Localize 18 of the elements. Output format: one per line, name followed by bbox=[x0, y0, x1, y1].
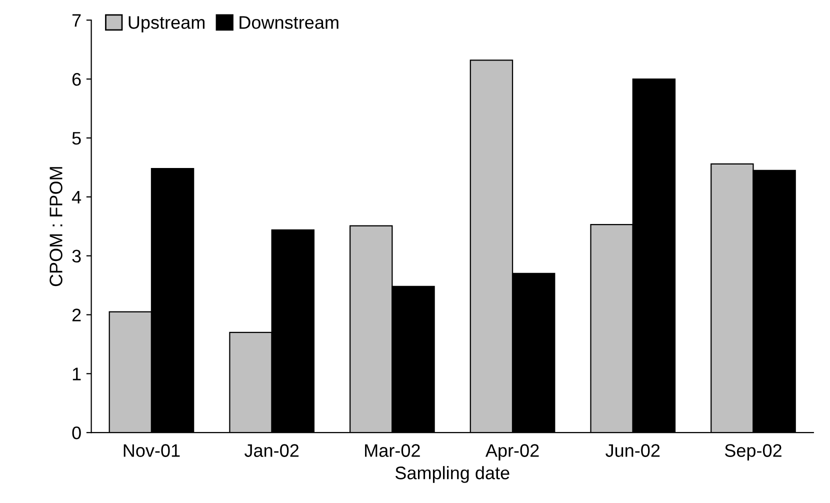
x-tick-label: Apr-02 bbox=[485, 444, 539, 461]
y-tick-label: 6 bbox=[72, 72, 81, 86]
y-tick-label: 3 bbox=[72, 250, 81, 263]
legend-label: Downstream bbox=[240, 16, 338, 29]
y-tick-label: 7 bbox=[72, 14, 81, 27]
x-tick-label: Jun-02 bbox=[606, 444, 660, 457]
x-tick-label: Sep-02 bbox=[724, 444, 782, 461]
y-axis-title: CPOM : FPOM bbox=[50, 167, 62, 286]
y-tick-label: 0 bbox=[72, 426, 81, 440]
x-tick-label: Jan-02 bbox=[244, 444, 299, 457]
x-axis-title: Sampling date bbox=[395, 466, 510, 483]
legend-label: Upstream bbox=[128, 16, 204, 32]
y-tick-label: 1 bbox=[72, 368, 81, 380]
x-tick-label: Mar-02 bbox=[365, 444, 420, 457]
x-tick-label: Nov-01 bbox=[124, 444, 180, 457]
y-tick-label: 4 bbox=[72, 191, 82, 204]
y-tick-label: 5 bbox=[72, 132, 81, 145]
y-tick-label: 2 bbox=[72, 308, 81, 322]
